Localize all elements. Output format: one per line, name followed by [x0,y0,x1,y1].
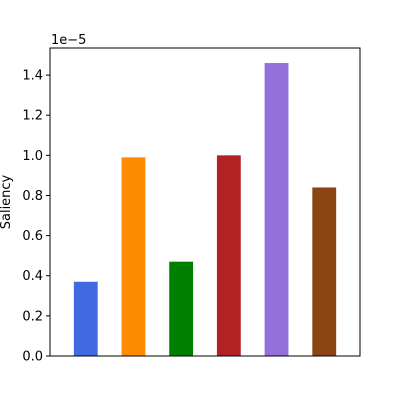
axes-frame [49,47,361,357]
y-tick-label: 0.4 [22,269,43,284]
y-axis-label: Saliency [0,174,14,229]
y-tick-label: 0.2 [22,309,43,324]
bar-5 [264,63,289,357]
y-tick-label: 1.4 [22,69,43,84]
bars-group [73,63,337,357]
bar-6 [312,187,337,356]
y-axis-ticks: 0.0 0.2 0.4 0.6 0.8 1.0 1.2 1.4 [22,69,50,365]
bar-3 [169,261,194,356]
bar-4 [216,155,241,356]
y-tick-label: 1.2 [22,109,43,124]
y-tick-label: 1.0 [22,149,43,164]
y-offset-label: 1e−5 [51,33,86,48]
y-tick-label: 0.8 [22,189,43,204]
bar-2 [121,157,146,356]
y-tick-label: 0.6 [22,229,43,244]
y-tick-label: 0.0 [22,350,43,365]
bar-1 [73,281,98,356]
